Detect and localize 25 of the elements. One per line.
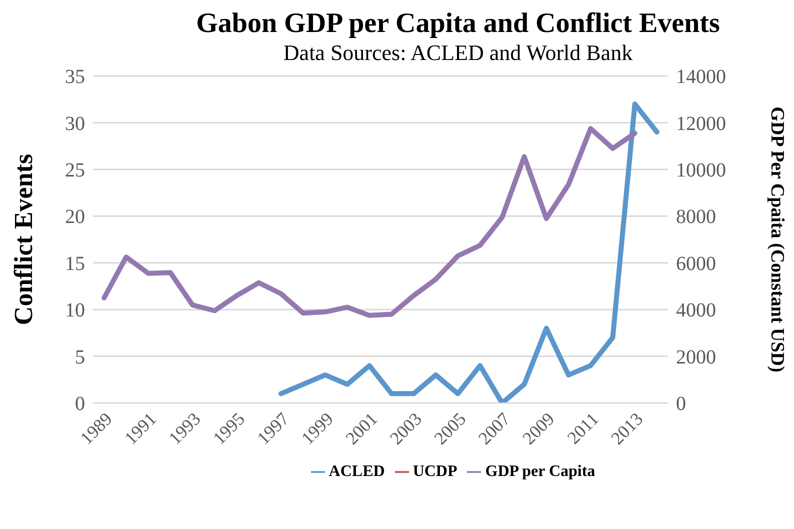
y2-tick-label: 2000 <box>676 346 716 368</box>
chart-subtitle: Data Sources: ACLED and World Bank <box>282 40 634 66</box>
y2-tick-label: 14000 <box>676 66 726 88</box>
legend-label: GDP per Capita <box>485 463 596 480</box>
x-tick-label: 1991 <box>120 408 160 448</box>
y2-tick-label: 10000 <box>676 160 726 182</box>
y-tick-label: 5 <box>75 346 85 368</box>
y-axis-title: Conflict Events <box>9 154 38 326</box>
legend-label: ACLED <box>328 463 385 480</box>
y-tick-label: 35 <box>65 66 85 88</box>
y2-axis-title: GDP Per Cpaita (Constant USD) <box>766 106 788 372</box>
y2-tick-label: 4000 <box>676 300 716 322</box>
y-tick-label: 15 <box>65 252 85 275</box>
y2-tick-label: 0 <box>676 393 686 416</box>
x-tick-label: 2011 <box>563 408 602 448</box>
y-tick-label: 30 <box>65 112 85 135</box>
legend-label: UCDP <box>412 463 458 480</box>
y2-tick-label: 12000 <box>676 112 726 135</box>
y2-tick-label: 8000 <box>676 206 716 228</box>
y-tick-label: 10 <box>65 300 85 322</box>
y2-tick-label: 6000 <box>676 252 716 275</box>
y-tick-label: 0 <box>75 393 85 416</box>
y-tick-label: 20 <box>65 206 85 228</box>
y-tick-label: 25 <box>65 160 85 182</box>
chart-title: Gabon GDP per Capita and Conflict Events <box>195 8 721 40</box>
